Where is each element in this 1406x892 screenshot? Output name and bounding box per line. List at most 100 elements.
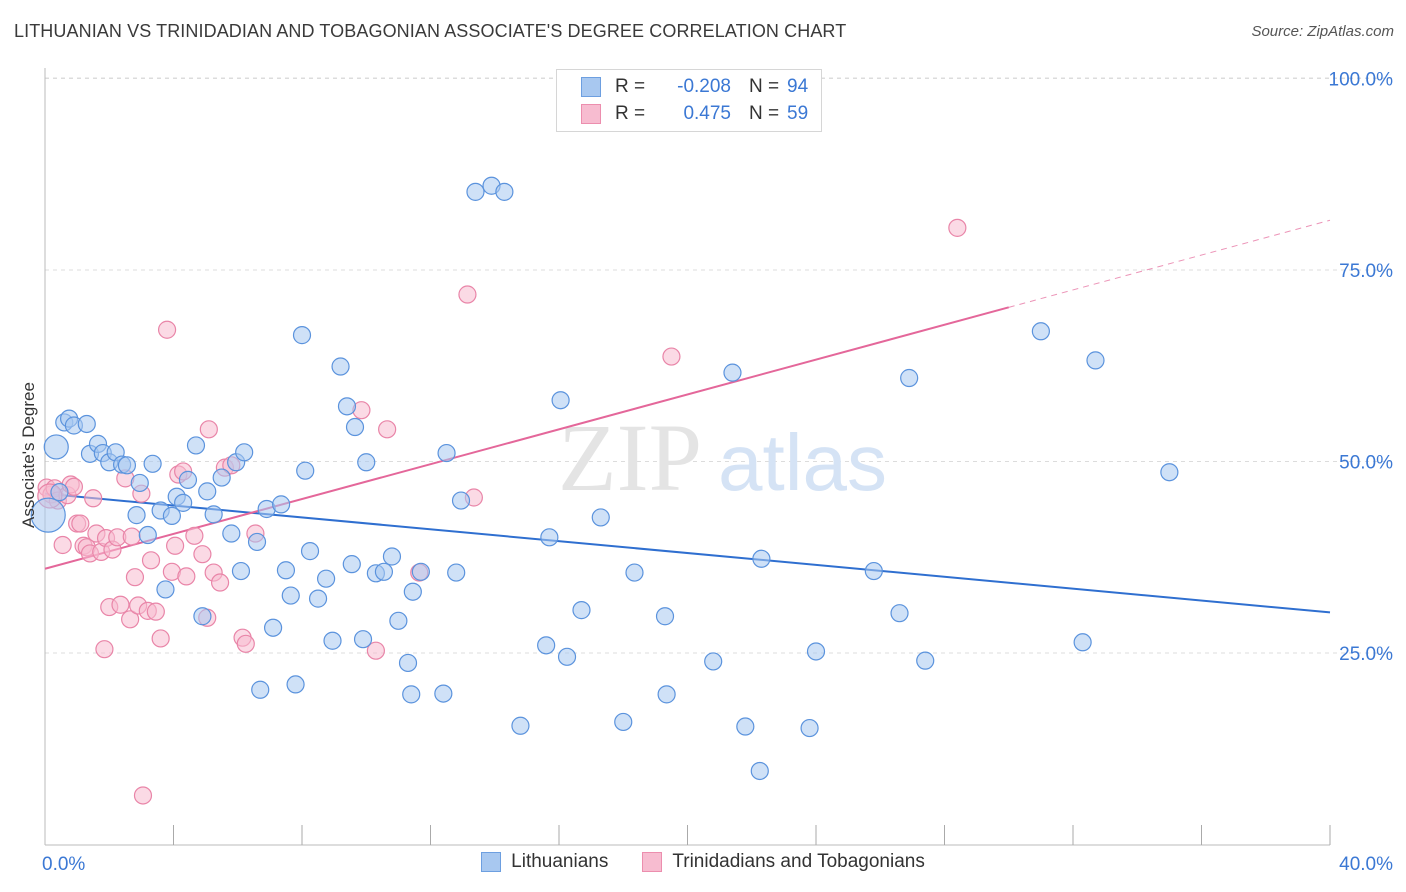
point-lithuanians [251, 680, 270, 699]
point-lithuanians [222, 524, 241, 543]
series-name: Trinidadians and Tobagonians [672, 851, 925, 872]
point-trinidadians [378, 420, 397, 439]
point-trinidadians [133, 786, 153, 805]
legend-n-label: N = [749, 103, 780, 124]
watermark-atlas: atlas [718, 418, 887, 507]
point-lithuanians [572, 601, 591, 620]
point-lithuanians [316, 569, 336, 588]
point-lithuanians [403, 582, 422, 601]
legend-row-trinidadians: R = 0.475 N = 59 [581, 102, 808, 126]
point-trinidadians [121, 610, 140, 629]
point-trinidadians [185, 526, 204, 545]
point-trinidadians [125, 568, 145, 587]
legend-r-value: 0.475 [683, 103, 731, 124]
point-trinidadians [111, 595, 130, 614]
point-trinidadians [122, 527, 141, 546]
point-lithuanians [402, 685, 421, 704]
point-lithuanians [204, 505, 223, 524]
legend-row-lithuanians: R = -0.208 N = 94 [581, 75, 808, 99]
series-legend: Lithuanians Trinidadians and Tobagonians [0, 851, 1406, 873]
chart-title: LITHUANIAN VS TRINIDADIAN AND TOBAGONIAN… [14, 21, 847, 41]
point-lithuanians [451, 491, 471, 510]
x-tick-label-max: 40.0% [1339, 854, 1393, 875]
y-tick-label: 25.0% [1339, 644, 1393, 665]
point-trinidadians [95, 640, 114, 659]
point-trinidadians [84, 489, 103, 508]
legend-r-value: -0.208 [677, 76, 731, 97]
point-lithuanians [281, 586, 300, 605]
point-lithuanians [231, 561, 251, 581]
point-trinidadians [146, 602, 165, 621]
point-lithuanians [235, 443, 254, 462]
point-lithuanians [178, 470, 198, 489]
point-lithuanians [186, 436, 206, 455]
point-lithuanians [591, 508, 610, 527]
point-lithuanians [447, 563, 466, 582]
point-trinidadians [177, 567, 196, 586]
point-lithuanians [43, 434, 69, 460]
axes [44, 68, 1331, 846]
point-lithuanians [1086, 351, 1105, 370]
point-lithuanians [143, 454, 162, 473]
trend-line-trinidadians [44, 306, 1010, 570]
point-lithuanians [614, 712, 633, 732]
point-lithuanians [890, 604, 909, 623]
point-lithuanians [174, 493, 193, 512]
point-lithuanians [345, 417, 365, 437]
tick-labels: 25.0% 50.0% 75.0% 100.0% 0.0% 40.0% [42, 70, 1393, 876]
point-lithuanians [374, 562, 394, 581]
point-trinidadians [366, 641, 385, 660]
legend-r-label: R = [615, 76, 646, 97]
point-lithuanians [540, 528, 559, 547]
point-lithuanians [434, 684, 453, 703]
point-lithuanians [411, 562, 430, 581]
trend-line-extension [1008, 219, 1331, 308]
point-trinidadians [71, 514, 90, 533]
point-lithuanians [286, 675, 305, 694]
source-label: Source: ZipAtlas.com [1251, 23, 1394, 40]
point-trinidadians [662, 347, 681, 366]
point-lithuanians [50, 483, 69, 502]
point-trinidadians [193, 545, 212, 564]
point-lithuanians [247, 532, 267, 552]
point-lithuanians [342, 555, 361, 574]
y-tick-label: 100.0% [1329, 70, 1394, 91]
point-lithuanians [162, 506, 181, 525]
point-lithuanians [382, 547, 402, 566]
point-lithuanians [466, 182, 485, 201]
point-lithuanians [212, 468, 231, 487]
point-trinidadians [199, 420, 218, 439]
point-lithuanians [300, 542, 320, 561]
point-lithuanians [389, 611, 408, 630]
point-lithuanians [337, 397, 357, 416]
legend-r-label: R = [615, 103, 646, 124]
point-lithuanians [655, 607, 675, 626]
y-axis-label: Associate's Degree [19, 382, 38, 528]
x-tick-label-min: 0.0% [42, 854, 85, 875]
point-lithuanians [736, 717, 755, 736]
point-lithuanians [657, 685, 676, 704]
point-lithuanians [308, 589, 328, 608]
series-legend-lithuanians[interactable]: Lithuanians [481, 851, 608, 873]
point-trinidadians [458, 285, 477, 304]
y-tick-label: 75.0% [1339, 261, 1393, 282]
point-lithuanians [511, 716, 530, 735]
point-lithuanians [353, 630, 373, 649]
point-lithuanians [704, 652, 723, 671]
point-lithuanians [357, 453, 376, 472]
point-lithuanians [625, 563, 644, 582]
point-trinidadians [236, 634, 255, 653]
point-lithuanians [198, 482, 217, 501]
point-lithuanians [138, 525, 157, 545]
point-lithuanians [1073, 633, 1092, 652]
point-lithuanians [117, 456, 137, 475]
legend-n-value: 94 [787, 76, 809, 97]
point-lithuanians [900, 368, 919, 388]
point-lithuanians [437, 443, 456, 463]
point-lithuanians [30, 497, 66, 533]
point-lithuanians [752, 549, 771, 568]
series-name: Lithuanians [511, 851, 609, 872]
watermark-zip: ZIP [558, 404, 702, 511]
series-legend-trinidadians[interactable]: Trinidadians and Tobagonians [642, 851, 925, 873]
